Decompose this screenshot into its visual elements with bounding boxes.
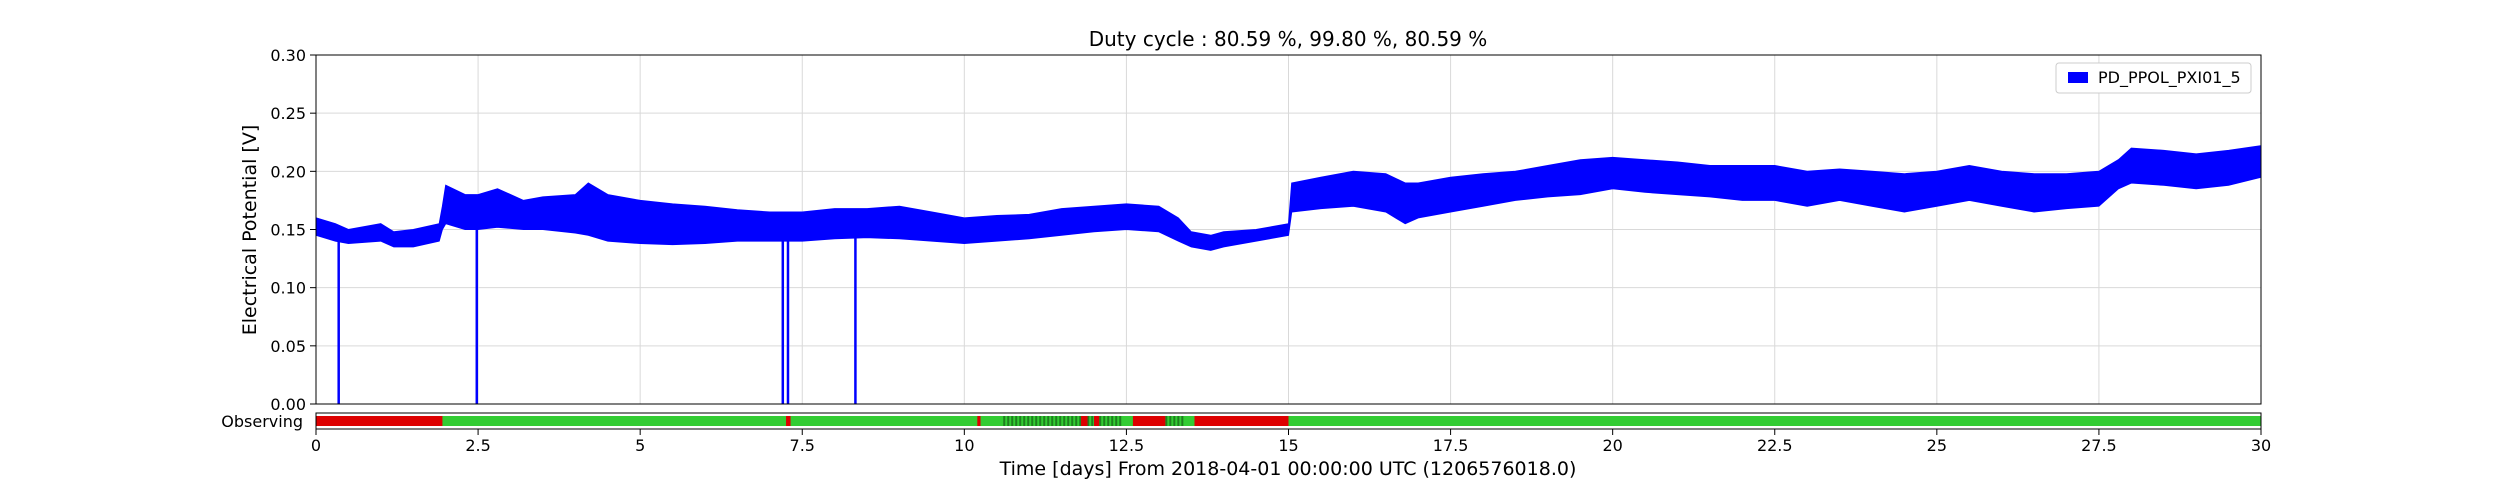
segment-flicker — [1059, 416, 1062, 426]
segment-flicker — [1035, 416, 1038, 426]
segment-flicker — [1111, 416, 1114, 426]
legend: PD_PPOL_PXI01_5 — [2055, 62, 2252, 94]
legend-label-pd-ppol-pxi01-5: PD_PPOL_PXI01_5 — [2098, 68, 2241, 88]
segment-flicker — [1173, 416, 1176, 426]
segment-off — [1194, 416, 1289, 426]
x-tick-label: 2.5 — [465, 436, 490, 455]
x-tick-label: 0 — [311, 436, 321, 455]
x-axis-label: Time [days] From 2018-04-01 00:00:00 UTC… — [999, 458, 1577, 480]
x-tick-label: 30 — [2251, 436, 2271, 455]
segment-flicker — [1055, 416, 1058, 426]
y-tick-label: 0.25 — [270, 104, 306, 123]
segment-flicker — [1115, 416, 1118, 426]
segment-off — [1094, 416, 1100, 426]
y-tick-label: 0.05 — [270, 337, 306, 356]
segment-flicker — [1007, 416, 1010, 426]
segment-flicker — [1031, 416, 1034, 426]
y-tick-label: 0.20 — [270, 162, 306, 181]
legend-swatch-pd-ppol-pxi01-5 — [2068, 72, 2088, 83]
y-tick-label: 0.30 — [270, 46, 306, 65]
segment-flicker — [1107, 416, 1110, 426]
segment-flicker — [1099, 416, 1102, 426]
segment-flicker — [1087, 416, 1090, 426]
y-tick-label: 0.00 — [270, 395, 306, 414]
y-tick-label: 0.10 — [270, 279, 306, 298]
segment-off — [786, 416, 791, 426]
segment-flicker — [1177, 416, 1180, 426]
y-axis-ticks: 0.00 0.05 0.10 0.15 0.20 0.25 0.30 — [270, 46, 316, 414]
segment-flicker — [1051, 416, 1054, 426]
y-tick-label: 0.15 — [270, 221, 306, 240]
segment-flicker — [1091, 416, 1094, 426]
segment-flicker — [1079, 416, 1082, 426]
segment-off — [316, 416, 443, 426]
x-tick-label: 10 — [954, 436, 974, 455]
segment-off — [977, 416, 981, 426]
segment-flicker — [1047, 416, 1050, 426]
segment-bar-label: Observing — [221, 412, 303, 431]
segment-flicker — [1027, 416, 1030, 426]
x-tick-label: 12.5 — [1109, 436, 1145, 455]
segment-flicker — [1181, 416, 1184, 426]
x-tick-label: 22.5 — [1757, 436, 1793, 455]
segment-flicker — [1043, 416, 1046, 426]
observing-segment-bar — [316, 416, 2261, 426]
segment-flicker — [1019, 416, 1022, 426]
segment-flicker — [1075, 416, 1078, 426]
y-axis-label: Electrical Potential [V] — [239, 125, 261, 335]
segment-off — [1132, 416, 1166, 426]
segment-flicker — [1119, 416, 1122, 426]
segment-flicker — [1067, 416, 1070, 426]
segment-flicker — [1015, 416, 1018, 426]
x-tick-label: 7.5 — [790, 436, 815, 455]
x-tick-label: 17.5 — [1433, 436, 1469, 455]
segment-flicker — [1165, 416, 1168, 426]
x-tick-label: 15 — [1278, 436, 1298, 455]
chart-title: Duty cycle : 80.59 %, 99.80 %, 80.59 % — [1089, 27, 1488, 51]
segment-flicker — [1023, 416, 1026, 426]
x-tick-label: 20 — [1602, 436, 1622, 455]
x-tick-label: 27.5 — [2081, 436, 2117, 455]
segment-off — [1081, 416, 1088, 426]
segment-flicker — [1039, 416, 1042, 426]
segment-flicker — [1071, 416, 1074, 426]
legend-box — [2055, 62, 2252, 94]
segment-flicker — [1003, 416, 1006, 426]
segment-flicker — [1103, 416, 1106, 426]
segment-flicker — [1063, 416, 1066, 426]
x-axis-ticks: 0 2.5 5 7.5 10 12.5 15 17.5 20 22.5 25 27.5 30 — [311, 429, 2271, 455]
segment-flicker — [1011, 416, 1014, 426]
x-tick-label: 5 — [635, 436, 645, 455]
segment-flicker — [1169, 416, 1172, 426]
x-tick-label: 25 — [1927, 436, 1947, 455]
